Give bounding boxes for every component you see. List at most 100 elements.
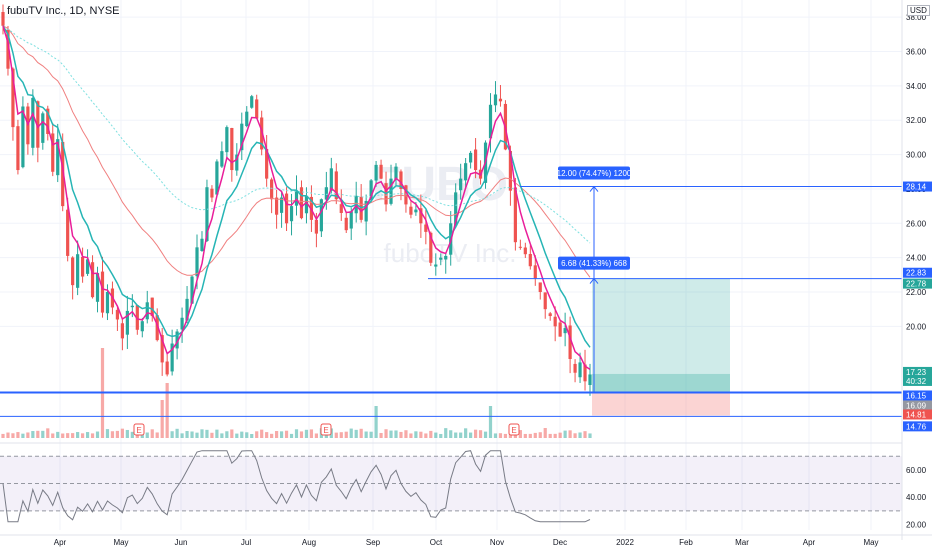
price-tick-label: 38.00 xyxy=(906,13,927,22)
candle-body xyxy=(235,154,239,171)
volume-bar xyxy=(478,430,483,438)
measure-label: 6.68 (41.33%) 668 xyxy=(561,259,627,268)
candle-body xyxy=(95,273,100,302)
volume-bar xyxy=(568,430,572,438)
candle-body xyxy=(404,185,408,205)
candle-body xyxy=(459,178,463,191)
price-tick-label: 26.00 xyxy=(906,219,927,228)
volume-bar xyxy=(190,431,194,438)
candle-body xyxy=(270,179,274,200)
candle-body xyxy=(11,68,15,128)
candle-body xyxy=(553,316,557,327)
price-tag-label: 16.09 xyxy=(906,401,927,410)
volume-bar xyxy=(344,431,348,438)
candle-body xyxy=(344,217,348,231)
volume-bar xyxy=(449,430,453,438)
candle-body xyxy=(533,265,537,279)
price-tag xyxy=(903,181,932,192)
volume-bar xyxy=(51,433,55,438)
time-tick-label: 2022 xyxy=(616,538,634,547)
ema-slow-line xyxy=(2,25,591,348)
volume-bar xyxy=(56,431,60,438)
price-tag xyxy=(903,409,932,420)
candle-body xyxy=(245,111,249,127)
volume-bar xyxy=(389,430,393,438)
candle-body xyxy=(488,104,493,139)
candle-body xyxy=(225,127,229,153)
candle-body xyxy=(260,117,264,150)
price-tag xyxy=(903,267,932,278)
volume-bar xyxy=(170,431,174,438)
volume-bar xyxy=(469,432,473,438)
moving-averages xyxy=(2,25,591,371)
candle-body xyxy=(493,94,498,106)
volume-bar xyxy=(150,429,154,438)
candle-body xyxy=(394,166,398,180)
candle-body xyxy=(150,297,154,317)
candle-body xyxy=(71,257,75,286)
volume-bar xyxy=(503,433,508,438)
candle-body xyxy=(100,271,105,313)
candle-body xyxy=(200,238,204,251)
measure-arrow xyxy=(589,277,599,284)
candle-body xyxy=(1,12,5,26)
volume-bar xyxy=(434,432,438,438)
volume-bar xyxy=(473,429,478,438)
candle-body xyxy=(16,126,20,171)
volume-bar xyxy=(339,432,343,438)
rsi-tick-label: 40.00 xyxy=(906,493,927,502)
volume-bar xyxy=(429,430,433,438)
price-tag-label: 16.15 xyxy=(906,391,927,400)
volume-bar xyxy=(349,428,353,438)
volume-bar xyxy=(80,433,85,438)
volume-bar xyxy=(255,431,259,438)
price-tag xyxy=(903,278,932,289)
candle-body xyxy=(409,206,413,215)
volume-bar xyxy=(21,433,25,438)
volume-bar xyxy=(279,431,284,438)
candle-body xyxy=(85,259,90,274)
volume-bar xyxy=(558,432,562,438)
volume-bar xyxy=(439,433,443,438)
volume-bar xyxy=(76,432,80,438)
volume-bar xyxy=(245,432,249,438)
candle-body xyxy=(379,164,383,179)
symbol-title[interactable]: fubuTV Inc., 1D, NYSE xyxy=(7,5,120,17)
candle-body xyxy=(299,187,304,219)
volume-bar xyxy=(294,429,299,438)
time-tick-label: Nov xyxy=(490,538,504,547)
currency-button[interactable]: USD xyxy=(907,5,930,16)
price-tick-label: 30.00 xyxy=(906,151,927,160)
candle-body xyxy=(349,211,353,229)
candle-body xyxy=(339,204,343,213)
volume-bar xyxy=(399,431,403,438)
price-tag-label: 40:32 xyxy=(906,377,927,386)
candle-body xyxy=(439,257,443,260)
candle-body xyxy=(304,195,309,214)
candle-body xyxy=(329,168,333,191)
price-tag-label: 14.81 xyxy=(906,410,927,419)
volume-bar xyxy=(309,429,314,438)
price-tick-label: 20.00 xyxy=(906,322,927,331)
time-tick-label: Feb xyxy=(679,538,693,547)
volume-bar xyxy=(195,432,199,438)
volume-bar xyxy=(518,430,522,438)
volume-bar xyxy=(215,429,219,438)
volume-bar xyxy=(145,432,149,438)
candle-body xyxy=(66,209,70,256)
candle-body xyxy=(125,310,129,335)
candle-body xyxy=(528,253,532,267)
earnings-marker xyxy=(133,423,145,436)
volume-bar xyxy=(583,431,587,438)
volume-bar xyxy=(573,433,577,438)
volume-bar xyxy=(314,433,318,438)
candle-body xyxy=(205,187,209,242)
grid-lines xyxy=(0,0,902,530)
volume-bar xyxy=(26,432,30,438)
candle-body xyxy=(170,343,174,372)
price-tick-label: 32.00 xyxy=(906,116,927,125)
earnings-marker-label: E xyxy=(511,426,516,435)
candle-body xyxy=(399,171,403,189)
candle-body xyxy=(294,190,299,206)
